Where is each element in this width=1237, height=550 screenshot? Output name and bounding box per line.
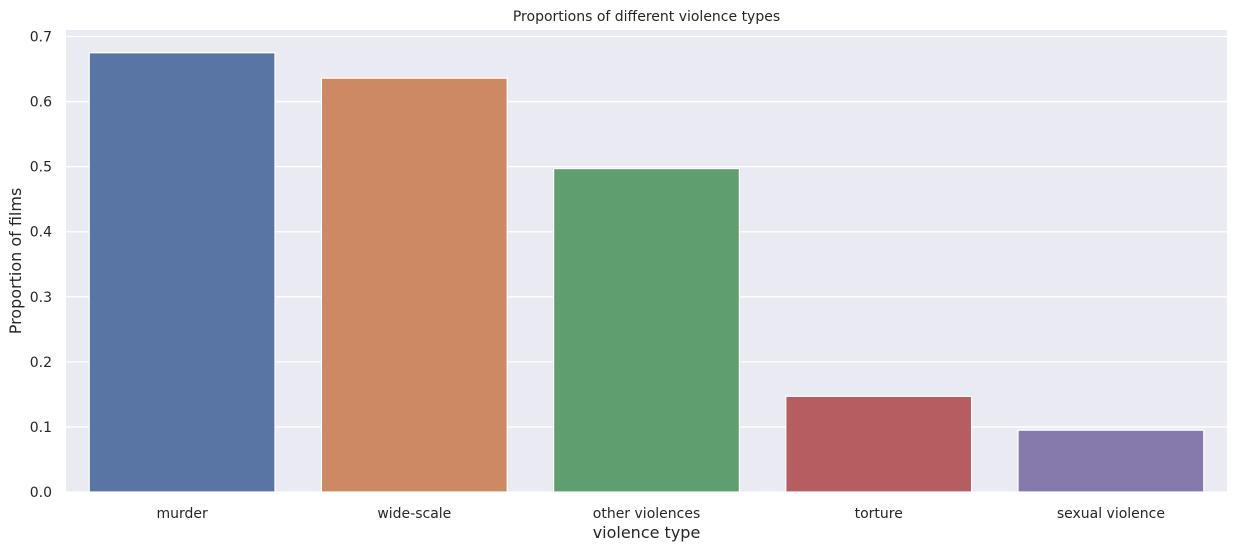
x-tick-labels: murder wide-scale other violences torture se… [156, 506, 1165, 522]
x-tick-label: sexual violence [1057, 506, 1165, 522]
bar-torture [785, 395, 973, 493]
y-tick-label: 0.3 [30, 290, 52, 306]
x-tick-label: torture [855, 506, 903, 522]
bars [88, 52, 1205, 493]
chart-title: Proportions of different violence types [513, 9, 780, 25]
y-tick-label: 0.2 [30, 355, 52, 371]
bar-murder [88, 52, 276, 493]
y-tick-label: 0.6 [30, 95, 52, 111]
y-tick-label: 0.4 [30, 225, 52, 241]
y-tick-label: 0.7 [30, 30, 52, 46]
x-tick-label: murder [156, 506, 208, 522]
bar-wide-scale [320, 77, 508, 493]
x-tick-label: other violences [593, 506, 700, 522]
bar-sexual-violence [1017, 429, 1205, 493]
y-tick-label: 0.5 [30, 160, 52, 176]
y-axis-label: Proportion of films [6, 188, 25, 335]
y-tick-label: 0.0 [30, 485, 52, 501]
bar-other-violences [553, 168, 740, 493]
x-tick-label: wide-scale [377, 506, 451, 522]
y-tick-labels: 0.0 0.1 0.2 0.3 0.4 0.5 0.6 0.7 [30, 30, 52, 501]
x-axis-label: violence type [593, 523, 701, 542]
y-tick-label: 0.1 [30, 420, 52, 436]
